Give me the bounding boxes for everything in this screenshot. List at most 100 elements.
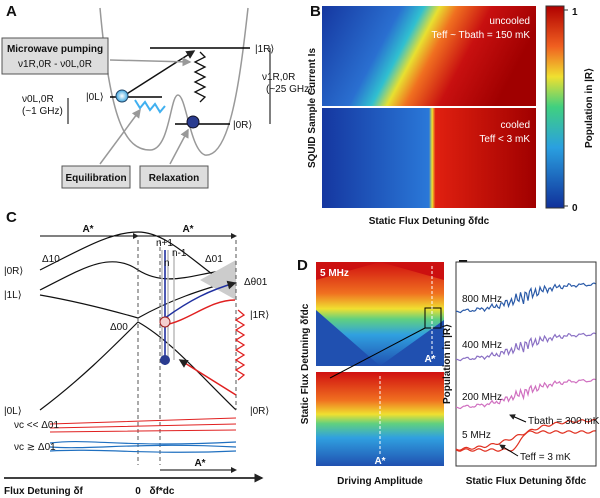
panel-c: C A* A* |0R⟩ |1L⟩ |0L⟩ Δ10 Δ01 Δ00 Δθ01 … — [4, 209, 269, 497]
annotation: cooled — [501, 120, 530, 131]
pump-freq: ν1R,0R - ν0L,0R — [18, 59, 92, 70]
colorbar-tick-label: 0 — [572, 203, 578, 214]
ladder-label: n — [164, 258, 170, 269]
x-axis-label: Static Flux Detuning δfdc — [369, 216, 490, 227]
panel-e: E 800 MHz 400 MHz 200 MHz 5 MHz Tbath = … — [442, 257, 600, 487]
tick-label: 0 — [135, 486, 141, 497]
x-axis-label: Flux Detuning δf — [4, 486, 84, 497]
gap: Δθ01 — [244, 277, 268, 288]
heatmap — [322, 6, 536, 106]
x-axis-label: Driving Amplitude — [337, 476, 423, 487]
gap: Δ01 — [205, 254, 223, 265]
gap: Δ10 — [42, 254, 60, 265]
ladder-label: n+1 — [156, 238, 173, 249]
state: |0R⟩ — [233, 120, 252, 131]
annotation: A* — [182, 224, 193, 235]
trace — [455, 378, 596, 410]
panel-label: C — [6, 209, 17, 226]
annotation: Tbath = 300 mK — [528, 416, 600, 427]
ladder-label: n-1 — [172, 248, 187, 259]
trace-label: 800 MHz — [462, 294, 502, 305]
state: |1R⟩ — [255, 44, 274, 55]
trace-label: 200 MHz — [462, 392, 502, 403]
zoom-box — [424, 307, 442, 329]
nu-right: ν1R,0R — [262, 72, 295, 83]
annotation: νc << Δ01 — [14, 420, 59, 431]
state-ball — [159, 316, 171, 328]
ladder — [161, 250, 175, 360]
trace — [455, 430, 596, 452]
annotation: A* — [374, 456, 385, 467]
annotation: uncooled — [489, 16, 530, 27]
state-ball — [115, 89, 129, 103]
level-curve — [39, 321, 237, 411]
shaded — [200, 260, 236, 300]
heatmap-corner — [380, 320, 444, 366]
arrow — [169, 128, 189, 165]
annotation: A* — [82, 224, 93, 235]
path — [164, 280, 237, 319]
path — [164, 299, 236, 326]
equilibration: Equilibration — [65, 173, 126, 184]
annotation: Teff < 3 mK — [479, 134, 530, 145]
state: |0L⟩ — [4, 406, 22, 417]
state-ball — [186, 115, 200, 129]
panel-label: A — [6, 3, 17, 20]
annotation: A* — [424, 354, 435, 365]
box — [61, 165, 131, 189]
panel-label: B — [310, 3, 321, 20]
panel-label: D — [297, 257, 308, 274]
state: |1L⟩ — [4, 290, 22, 301]
trace-label: 5 MHz — [462, 430, 491, 441]
annotation: A* — [194, 458, 205, 469]
colorbar — [545, 5, 565, 209]
nu-left-note: (~1 GHz) — [22, 106, 63, 117]
tunnel-wiggle — [134, 99, 166, 114]
arrow — [499, 444, 519, 457]
y-axis-label: SQUID Sample Current Is — [307, 48, 318, 168]
trace — [49, 417, 237, 433]
pump-title: Microwave pumping — [7, 44, 103, 55]
trace — [456, 282, 596, 314]
heatmap-corner — [316, 310, 380, 366]
state-ball — [160, 355, 170, 365]
trace — [455, 332, 596, 362]
nu-left: ν0L,0R — [22, 94, 54, 105]
box — [139, 165, 209, 189]
arrow — [509, 414, 527, 423]
colorbar-tick-label: 1 — [572, 7, 578, 18]
panel-b: B uncooled Teff ~ Tbath = 150 mK cooled … — [307, 3, 595, 227]
state: |0L⟩ — [86, 92, 104, 103]
arrow — [178, 359, 237, 396]
relax-wiggle — [193, 51, 207, 103]
y-axis-label: Population in |R⟩ — [442, 324, 453, 404]
tick-label: δf*dc — [150, 486, 175, 497]
double-well — [99, 7, 249, 156]
nu-right-note: (~25 GHz) — [266, 84, 312, 95]
relaxation: Relaxation — [149, 173, 200, 184]
colorbar-label: Population in |R⟩ — [584, 68, 595, 148]
panel-d: D 5 MHz A* A* Static Flux Detuning δfdc … — [297, 257, 444, 487]
annotation: 5 MHz — [320, 268, 349, 279]
annotation: Teff ~ Tbath = 150 mK — [431, 30, 530, 41]
arrow — [109, 57, 192, 67]
y-axis-label: Static Flux Detuning δfdc — [300, 303, 311, 424]
level-curve — [39, 231, 237, 291]
state: |0R⟩ — [250, 406, 269, 417]
pump-box — [1, 37, 109, 75]
traces — [455, 282, 596, 452]
state: |0R⟩ — [4, 266, 23, 277]
arrow — [99, 108, 141, 165]
annotation: Teff = 3 mK — [520, 452, 571, 463]
trace — [49, 440, 237, 453]
x-axis-label: Static Flux Detuning δfdc — [466, 476, 587, 487]
gap: Δ00 — [110, 322, 128, 333]
annotation: νc ≳ Δ01 — [14, 442, 56, 453]
colorbar-ticks: 10 — [564, 7, 578, 214]
panel-a: A Microwave pumping ν1R,0R - ν0L,0R |1R⟩… — [1, 3, 312, 189]
trace-label: 400 MHz — [462, 340, 502, 351]
state: |1R⟩ — [250, 310, 269, 321]
pump-arrow — [124, 50, 196, 96]
relax-wiggle — [234, 309, 246, 381]
